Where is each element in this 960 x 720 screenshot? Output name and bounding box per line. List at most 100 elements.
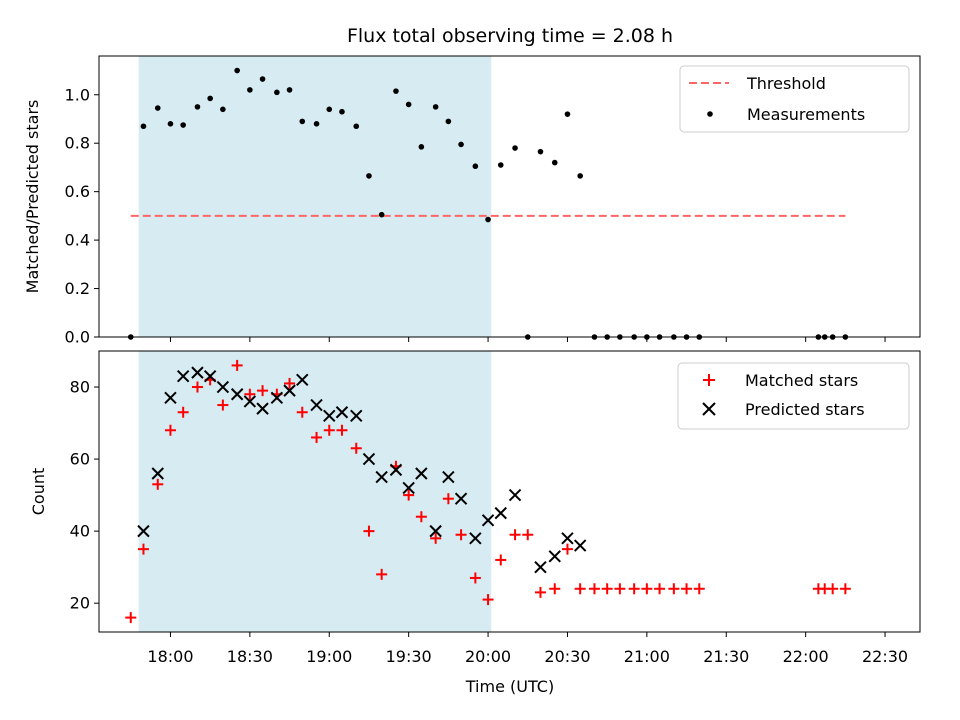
predicted-star-point	[389, 463, 403, 477]
predicted-star-point	[164, 391, 177, 405]
matched-star-point	[217, 399, 229, 411]
x-tick-label: 20:30	[544, 647, 590, 666]
predicted-star-point	[508, 488, 522, 502]
matched-star-point	[509, 529, 521, 541]
matched-star-point	[574, 583, 586, 595]
predicted-star-point	[270, 391, 284, 405]
matched-star-point	[827, 583, 839, 595]
matched-star-point	[628, 583, 640, 595]
matched-star-point	[415, 511, 427, 523]
legend-matched-swatch	[703, 374, 715, 386]
predicted-star-point	[243, 395, 257, 408]
measurement-point	[366, 173, 372, 179]
top-y-tick-label: 0.8	[65, 134, 90, 153]
top-axes-frame	[98, 55, 921, 338]
measurement-point	[286, 87, 293, 93]
matched-star-point	[350, 442, 362, 454]
matched-star-point	[257, 385, 269, 397]
measurement-point	[445, 118, 452, 125]
predicted-star-point	[283, 384, 296, 397]
measurement-point	[353, 123, 360, 130]
x-tick-label: 21:30	[703, 647, 749, 666]
x-axis-label: Time (UTC)	[465, 677, 554, 696]
predicted-star-point	[191, 366, 204, 379]
matched-star-point	[561, 543, 573, 555]
top-legend: Threshold Measurements	[679, 65, 910, 133]
top-y-tick-label: 1.0	[65, 85, 90, 104]
measurement-point	[247, 87, 253, 93]
matched-star-point	[376, 568, 388, 580]
predicted-star-point	[256, 402, 269, 415]
matched-star-point	[495, 554, 507, 566]
predicted-star-point	[203, 370, 217, 383]
top-y-tick-label: 0.4	[65, 231, 90, 250]
predicted-star-point	[494, 506, 507, 520]
bottom-y-tick-label: 60	[70, 450, 90, 469]
predicted-star-point	[469, 532, 482, 545]
predicted-star-point	[442, 470, 455, 484]
matched-star-point	[336, 424, 348, 436]
x-tick-label: 20:00	[465, 647, 511, 666]
matched-star-point	[177, 406, 189, 418]
matched-star-point	[614, 583, 626, 595]
matched-star-point	[668, 583, 680, 595]
matched-star-point	[244, 388, 256, 400]
matched-star-point	[125, 612, 137, 624]
matched-star-points	[125, 359, 851, 624]
x-tick-label: 22:00	[783, 647, 829, 666]
measurement-point	[274, 89, 280, 96]
top-y-ticks: 0.0 0.2 0.4 0.6 0.8 1.0	[65, 85, 99, 347]
measurement-point	[259, 76, 266, 82]
top-y-tick-label: 0.6	[65, 182, 90, 201]
legend-measurements-label: Measurements	[747, 105, 865, 124]
top-y-tick-label: 0.2	[65, 279, 90, 298]
predicted-star-point	[151, 467, 164, 480]
matched-star-point	[549, 583, 561, 595]
x-tick-label: 18:30	[227, 647, 273, 666]
predicted-star-point	[335, 406, 349, 419]
measurement-point	[564, 111, 571, 117]
predicted-star-point	[375, 470, 388, 484]
matched-star-point	[191, 381, 203, 393]
measurement-point	[418, 144, 425, 150]
bottom-axes-frame	[98, 350, 921, 633]
measurement-point	[299, 118, 306, 125]
measurement-point	[167, 121, 174, 127]
predicted-star-point	[310, 398, 323, 412]
predicted-star-point	[429, 524, 442, 538]
top-y-tick-label: 0.0	[65, 328, 90, 347]
predicted-star-point	[176, 370, 190, 383]
measurement-point	[393, 88, 399, 94]
matched-star-point	[442, 493, 454, 505]
legend-predicted-swatch	[702, 402, 716, 416]
bottom-observing-span	[138, 351, 492, 632]
matched-star-point	[534, 586, 546, 598]
matched-star-point	[137, 543, 149, 555]
measurement-point	[378, 211, 385, 218]
matched-star-point	[654, 583, 666, 595]
matched-star-point	[482, 594, 494, 606]
legend-predicted-label: Predicted stars	[745, 400, 865, 419]
matched-star-point	[430, 532, 442, 544]
measurement-point	[405, 101, 412, 108]
predicted-star-points	[137, 366, 587, 574]
measurement-point	[472, 163, 479, 170]
predicted-star-point	[216, 380, 230, 394]
x-tick-label: 22:30	[862, 647, 908, 666]
predicted-star-point	[415, 467, 428, 480]
matched-star-point	[323, 424, 335, 436]
chart-title: Flux total observing time = 2.08 h	[347, 25, 673, 47]
measurement-point	[234, 67, 240, 74]
matched-star-point	[588, 583, 600, 595]
predicted-star-point	[323, 409, 336, 423]
matched-star-point	[693, 583, 705, 595]
matched-star-point	[284, 377, 296, 389]
x-tick-label: 21:00	[624, 647, 670, 666]
matched-star-point	[152, 478, 164, 490]
measurement-point	[339, 108, 345, 115]
legend-measurement-swatch	[707, 111, 713, 117]
matched-star-point	[403, 489, 415, 501]
bottom-y-axis-label: Count	[29, 468, 48, 516]
x-tick-label: 19:00	[306, 647, 352, 666]
